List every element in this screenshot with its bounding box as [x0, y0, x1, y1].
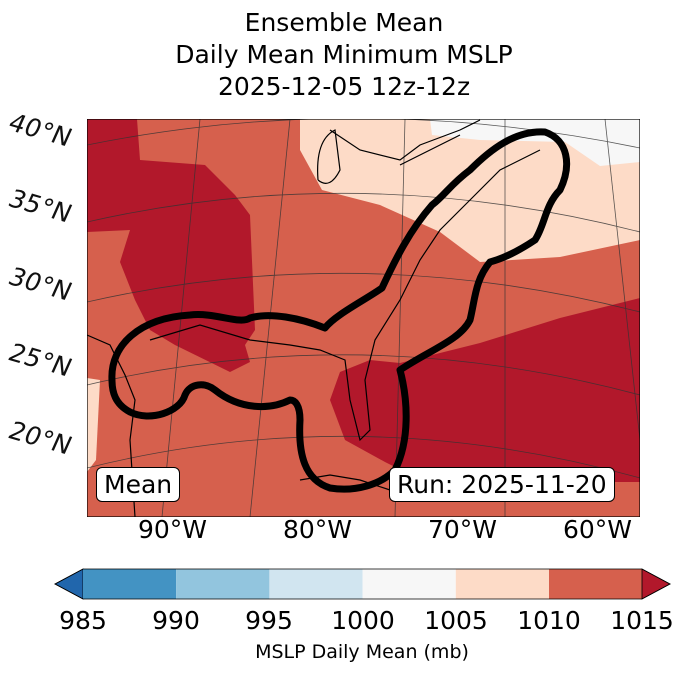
colorbar-tick: 1010 [517, 606, 581, 635]
colorbar-extend-low [54, 568, 84, 600]
lon-label-60w: 60°W [563, 515, 633, 544]
colorbar-extend-high [641, 568, 671, 600]
lon-label-90w: 90°W [138, 515, 208, 544]
field-1000-1005-southwest [87, 378, 100, 472]
colorbar [54, 568, 671, 600]
colorbar-segment [176, 569, 270, 599]
lon-label-80w: 80°W [283, 515, 353, 544]
run-label-box: Run: 2025-11-20 [389, 467, 615, 502]
coastlines [87, 119, 541, 517]
map-area [87, 119, 640, 517]
colorbar-tick: 990 [152, 606, 200, 635]
colorbar-label: MSLP Daily Mean (mb) [255, 641, 469, 663]
colorbar-segment [549, 569, 642, 599]
lon-label-70w: 70°W [428, 515, 498, 544]
colorbar-tick: 1005 [424, 606, 488, 635]
colorbar-segment [269, 569, 363, 599]
probability-contour [108, 128, 571, 493]
colorbar-tick: 1000 [331, 606, 395, 635]
colorbar-tick: 1015 [610, 606, 674, 635]
title-line-2: Daily Mean Minimum MSLP [175, 40, 513, 69]
colorbar-segment [362, 569, 456, 599]
field-995-1000-northeast [430, 119, 640, 166]
title-line-1: Ensemble Mean [244, 8, 444, 37]
title-line-3: 2025-12-05 12z-12z [217, 72, 471, 101]
mean-label-box: Mean [96, 467, 181, 502]
field-1010-1015-west [87, 119, 255, 372]
colorbar-segment [83, 569, 177, 599]
colorbar-segment [455, 569, 549, 599]
colorbar-tick: 985 [59, 606, 107, 635]
colorbar-tick: 995 [245, 606, 293, 635]
field-1000-1005-north [300, 119, 640, 262]
colorbar-outline [54, 568, 671, 600]
